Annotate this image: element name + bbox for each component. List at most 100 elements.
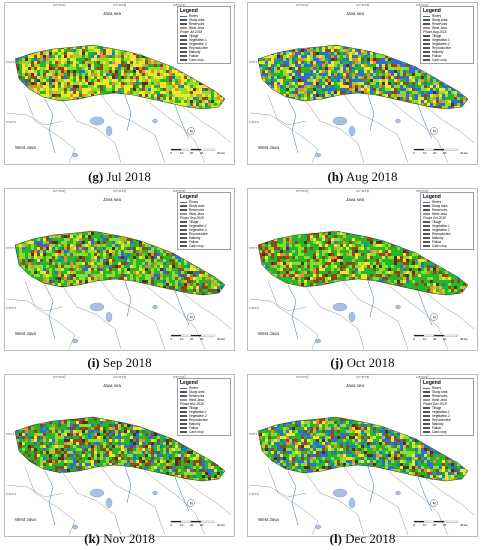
legend-phase-heading: Phase Dec 2018	[423, 402, 447, 406]
district-boundary	[343, 466, 409, 536]
legend-swatch	[180, 212, 187, 216]
legend-row-river: Rivers	[180, 200, 228, 204]
study-area-outline	[14, 416, 226, 482]
district-boundary	[144, 470, 206, 536]
north-label: N	[190, 501, 193, 506]
legend-label: Reproductive	[189, 232, 208, 236]
scale-tick-label: 20	[190, 523, 194, 527]
legend-swatch	[180, 42, 187, 46]
caption-l: (l) Dec 2018	[247, 531, 478, 547]
legend-swatch	[180, 58, 187, 62]
reservoir	[152, 304, 158, 310]
legend-row-tillage: Tillage	[180, 406, 228, 410]
reservoir	[89, 302, 105, 312]
latitude-label: 6°0'0"S	[6, 61, 15, 64]
legend-row-cash: Cash crop	[423, 58, 471, 62]
legend-label: Rivers	[432, 386, 442, 390]
caption-month: Aug 2018	[345, 169, 398, 184]
legend-swatch	[180, 240, 187, 244]
scale-tick-label: 30	[200, 337, 204, 341]
north-arrow-icon	[187, 499, 195, 507]
caption-month: Dec 2018	[345, 531, 396, 546]
legend-label: Study area	[432, 204, 448, 208]
legend-label: West Java	[432, 26, 447, 30]
legend-row-repro: Reproductive	[423, 418, 471, 422]
north-arrow-icon	[430, 127, 438, 135]
longitude-label: 107°30'0"E	[113, 376, 126, 379]
legend-label: Vegetative-1	[189, 224, 207, 228]
legend-row-harvest: Maturity	[423, 422, 471, 426]
legend-swatch	[180, 224, 187, 228]
river	[367, 280, 375, 318]
legend-row-tillage: Tillage	[180, 220, 228, 224]
legend-swatch	[423, 50, 430, 54]
legend-row-fallow: Fallow	[180, 240, 228, 244]
legend-swatch	[180, 46, 187, 50]
longitude-label: 107°30'0"E	[113, 4, 126, 7]
district-boundary	[62, 472, 122, 536]
legend-swatch	[423, 394, 430, 398]
reservoir	[395, 118, 401, 124]
legend-label: Cash crop	[189, 244, 204, 248]
legend-label: Rivers	[189, 200, 199, 204]
scale-unit-label: 40 km	[460, 523, 469, 527]
district-boundary	[249, 484, 307, 498]
study-area-outline	[257, 44, 469, 110]
legend-label: Maturity	[189, 50, 201, 54]
legend-swatch	[180, 22, 187, 26]
legend-swatch	[423, 204, 430, 208]
reservoir	[332, 302, 348, 312]
scale-tick-label: 20	[190, 337, 194, 341]
scale-tick-label: 30	[443, 523, 447, 527]
legend-label: Study area	[432, 18, 448, 22]
map-panel-j: N 0 10 20 30 40 km 107°0'0"E 107°30'0"E 108°0'0"…	[247, 188, 478, 351]
river	[367, 466, 375, 504]
river	[417, 476, 433, 512]
legend-swatch	[423, 426, 430, 430]
district-boundary	[182, 478, 232, 516]
legend: Legend Rivers Study area Reservoirs West Jav…	[420, 192, 474, 250]
legend-swatch	[180, 390, 187, 394]
legend-swatch	[423, 410, 430, 414]
scale-tick-label: 30	[443, 151, 447, 155]
scale-tick-label: 10	[423, 151, 427, 155]
district-boundary	[387, 98, 449, 164]
legend-label: Study area	[432, 390, 448, 394]
legend-row-harvest: Maturity	[180, 422, 228, 426]
legend-swatch	[423, 42, 430, 46]
district-boundary	[249, 112, 307, 126]
legend-label: Maturity	[189, 236, 201, 240]
legend-swatch	[423, 236, 430, 240]
river	[124, 466, 132, 504]
latitude-label: 6°30'0"S	[249, 493, 259, 496]
legend-title: Legend	[423, 8, 441, 14]
legend-label: Vegetative-2	[189, 42, 207, 46]
legend-row-tillage: Tillage	[423, 406, 471, 410]
district-boundary	[144, 284, 206, 350]
north-label: N	[190, 315, 193, 320]
reservoir	[348, 497, 356, 509]
legend-swatch	[423, 244, 430, 248]
legend-swatch	[423, 220, 430, 224]
legend-swatch	[423, 18, 430, 22]
legend-row-veg2: Vegetative-2	[423, 414, 471, 418]
longitude-label: 107°30'0"E	[356, 4, 369, 7]
legend-row-fallow: Fallow	[423, 54, 471, 58]
legend-row-veg2: Vegetative-2	[180, 228, 228, 232]
legend-label: Cash crop	[432, 244, 447, 248]
legend-row-west-java: West Java	[423, 212, 471, 216]
legend-swatch	[180, 430, 187, 434]
legend-swatch	[180, 204, 187, 208]
scale-tick-label: 20	[433, 151, 437, 155]
legend-label: Reproductive	[189, 46, 208, 50]
scale-tick-label: 10	[180, 151, 184, 155]
legend-title: Legend	[423, 194, 441, 200]
reservoir	[332, 116, 348, 126]
legend-swatch	[423, 38, 430, 42]
river	[124, 280, 132, 318]
reservoir	[152, 118, 158, 124]
legend-swatch	[180, 414, 187, 418]
study-area-outline	[257, 230, 469, 296]
legend: Legend Rivers Study area Reservoirs West Jav…	[177, 6, 231, 64]
legend-row-repro: Reproductive	[180, 46, 228, 50]
